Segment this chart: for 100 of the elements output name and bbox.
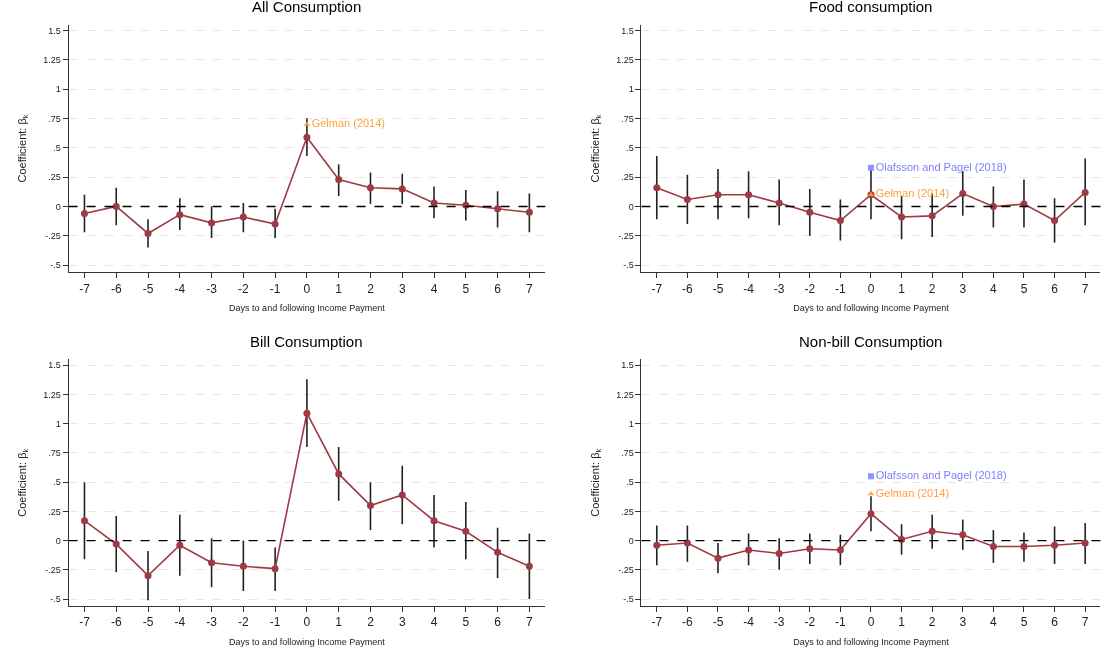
- point: [335, 176, 343, 183]
- point: [112, 202, 120, 210]
- point: [1051, 217, 1059, 225]
- point: [366, 184, 374, 192]
- x-tick-label: 6: [1051, 615, 1059, 630]
- point: [80, 210, 88, 217]
- y-tick-label: 0: [55, 535, 61, 546]
- point: [653, 184, 661, 192]
- y-tick-label: 1.25: [616, 389, 634, 400]
- y-tick-label: .75: [48, 448, 61, 459]
- x-tick-label: -4: [743, 615, 755, 630]
- y-tick-label: -.5: [50, 260, 61, 271]
- x-tick-label: 6: [1051, 281, 1059, 296]
- y-tick-label: .5: [626, 142, 634, 153]
- point: [806, 208, 814, 216]
- x-tick-label: 4: [430, 615, 438, 630]
- x-tick-label: 4: [990, 615, 998, 630]
- point: [208, 559, 216, 567]
- x-tick-label: -5: [712, 281, 724, 296]
- x-tick-label: 4: [430, 281, 438, 296]
- point: [144, 572, 152, 580]
- x-tick-label: 0: [303, 281, 311, 296]
- y-tick-label: 1.5: [48, 25, 61, 36]
- chart-title: Bill Consumption: [250, 333, 363, 350]
- x-tick-label: -4: [174, 281, 186, 296]
- x-tick-label: -1: [835, 615, 847, 630]
- y-tick-label: 0: [55, 201, 61, 212]
- x-tick-label: -3: [206, 281, 218, 296]
- x-tick-label: 0: [303, 615, 311, 630]
- point: [112, 540, 120, 548]
- point: [1081, 188, 1089, 196]
- point: [208, 219, 216, 227]
- y-tick-label: -.5: [623, 594, 634, 605]
- point: [398, 491, 406, 499]
- point: [271, 220, 279, 228]
- x-tick-label: -7: [651, 281, 663, 296]
- series-label: Gelman (2014): [875, 486, 950, 499]
- point: [806, 545, 814, 553]
- x-tick-label: -2: [804, 281, 816, 296]
- x-tick-label: -5: [712, 615, 724, 630]
- point: [867, 164, 874, 171]
- x-tick-label: 4: [990, 281, 998, 296]
- x-tick-label: -2: [238, 281, 250, 296]
- y-tick-label: .75: [621, 448, 634, 459]
- point: [462, 527, 470, 535]
- point: [176, 541, 184, 549]
- y-tick-label: .25: [48, 172, 61, 183]
- y-tick-label: 0: [628, 201, 634, 212]
- point: [714, 191, 722, 199]
- x-tick-label: 3: [959, 281, 967, 296]
- point: [775, 549, 783, 557]
- point: [271, 565, 279, 573]
- y-tick-label: .5: [53, 477, 61, 488]
- x-tick-label: -1: [269, 615, 281, 630]
- point: [494, 205, 502, 213]
- y-tick-label: 1.25: [43, 389, 61, 400]
- x-tick-label: -3: [773, 281, 785, 296]
- point: [928, 527, 936, 535]
- x-axis-title: Days to and following Income Payment: [229, 637, 386, 648]
- y-tick-label: 0: [628, 535, 634, 546]
- y-tick-label: .75: [621, 113, 634, 124]
- x-tick-label: 2: [367, 615, 375, 630]
- x-tick-label: 3: [398, 281, 406, 296]
- y-tick-label: .25: [48, 506, 61, 517]
- chart-title: Non-bill Consumption: [799, 333, 943, 350]
- x-tick-label: -6: [682, 615, 694, 630]
- y-tick-label: 1.5: [621, 25, 634, 36]
- x-tick-label: 7: [1081, 615, 1089, 630]
- x-tick-label: -7: [651, 615, 663, 630]
- x-tick-label: 7: [526, 615, 534, 630]
- point: [525, 562, 533, 570]
- point: [176, 211, 184, 219]
- y-tick-label: 1.5: [621, 360, 634, 371]
- x-tick-label: -1: [835, 281, 847, 296]
- y-tick-label: .5: [53, 142, 61, 153]
- y-tick-label: 1: [55, 418, 61, 429]
- series-label: Olafsson and Pagel (2018): [875, 469, 1007, 482]
- x-tick-label: 6: [494, 615, 502, 630]
- point: [144, 229, 152, 237]
- point: [836, 546, 844, 554]
- x-tick-label: 2: [928, 615, 936, 630]
- point: [430, 517, 438, 525]
- x-tick-label: -2: [238, 615, 250, 630]
- point: [366, 502, 374, 510]
- y-tick-label: 1: [55, 84, 61, 95]
- point: [1020, 542, 1028, 550]
- x-tick-label: 7: [526, 281, 534, 296]
- point: [303, 409, 311, 417]
- x-tick-label: -4: [743, 281, 755, 296]
- y-tick-label: 1.5: [48, 360, 61, 371]
- x-tick-label: 5: [1020, 615, 1028, 630]
- point: [303, 133, 311, 141]
- x-tick-label: 1: [335, 615, 343, 630]
- point: [898, 213, 906, 221]
- point: [1081, 539, 1089, 547]
- y-tick-label: -.5: [50, 594, 61, 605]
- x-tick-label: 6: [494, 281, 502, 296]
- point: [494, 548, 502, 556]
- point: [775, 199, 783, 207]
- chart-title: Food consumption: [809, 0, 933, 15]
